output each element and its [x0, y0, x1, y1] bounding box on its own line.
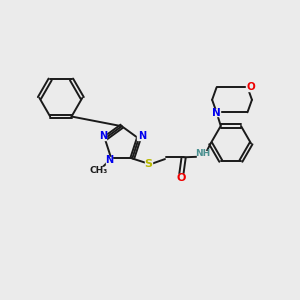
Text: N: N	[99, 130, 107, 141]
Bar	[100, 134, 106, 140]
Text: N: N	[212, 108, 221, 118]
Bar	[213, 109, 220, 116]
Text: N: N	[138, 130, 146, 141]
Text: O: O	[247, 82, 255, 92]
Text: S: S	[145, 159, 153, 169]
Bar	[106, 157, 112, 164]
Bar	[92, 167, 106, 175]
Text: N: N	[105, 155, 113, 165]
Text: NH: NH	[195, 149, 210, 158]
Bar	[178, 174, 184, 180]
Bar	[197, 151, 207, 159]
Bar	[145, 160, 152, 167]
Text: CH₃: CH₃	[90, 167, 108, 176]
Text: O: O	[177, 173, 186, 183]
Bar	[137, 134, 144, 140]
Bar	[246, 84, 252, 91]
